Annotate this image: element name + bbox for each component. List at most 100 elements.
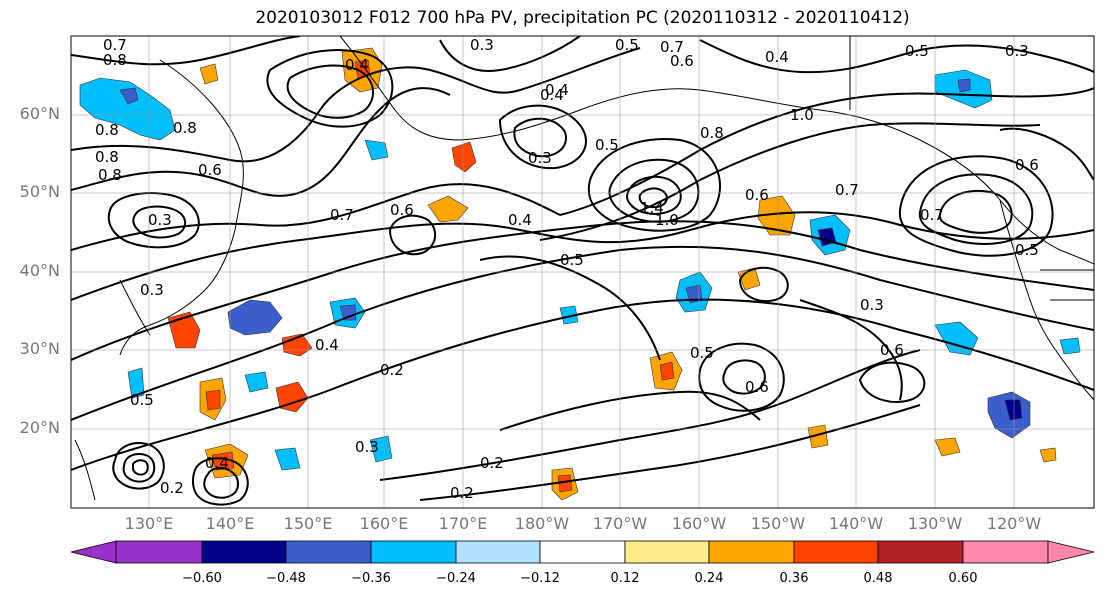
contour-label: 0.8 <box>700 124 724 142</box>
lon-label: 130°W <box>907 514 963 533</box>
colorbar-bin <box>539 540 626 564</box>
coastlines <box>74 36 1094 501</box>
contour-label: 0.7 <box>920 206 944 224</box>
contour-label: 0.6 <box>745 186 769 204</box>
colorbar-tick-label: −0.24 <box>436 571 476 586</box>
colorbar-bin <box>285 540 372 564</box>
contour-label: 0.4 <box>540 86 564 104</box>
precip-blob <box>957 78 971 93</box>
colorbar-bin <box>624 540 710 564</box>
colorbar-bin <box>115 540 203 564</box>
pv-contour <box>559 87 1094 216</box>
contour-label: 0.4 <box>508 211 532 229</box>
colorbar-tick-label: −0.60 <box>182 571 222 586</box>
contour-label: 0.6 <box>198 161 222 179</box>
pv-contour <box>698 342 785 412</box>
colorbar-bin <box>962 540 1049 564</box>
pv-contour <box>638 187 668 209</box>
pv-contour <box>999 127 1094 181</box>
pv-contour <box>799 299 903 401</box>
coastline <box>119 289 206 356</box>
contour-label: 1.0 <box>790 106 814 124</box>
contour-label: 0.3 <box>860 296 884 314</box>
map-plot-area: 0.7 0.8 0.3 0.4 0.7 0.6 0.5 0.3 0.4 0.5 … <box>71 36 1094 508</box>
precip-blob <box>227 299 283 336</box>
colorbar-bin <box>708 540 795 564</box>
precip-blob <box>451 141 477 173</box>
precip-blob <box>659 361 675 381</box>
pv-contour <box>498 104 587 170</box>
contour-label: 0.3 <box>1005 42 1029 60</box>
pv-contour <box>898 155 1054 257</box>
precip-blob <box>199 63 219 85</box>
contour-label: 0.4 <box>205 454 229 472</box>
coastline <box>339 36 1094 265</box>
contour-label: 0.4 <box>545 81 569 99</box>
coastline <box>999 199 1094 401</box>
colorbar-extend-low <box>70 540 117 564</box>
precip-blob <box>807 424 829 449</box>
lon-label: 140°E <box>205 514 255 533</box>
colorbar-tick-label: −0.36 <box>351 571 391 586</box>
contour-label: 0.6 <box>390 201 414 219</box>
pv-contour <box>71 211 1094 301</box>
coastline <box>74 439 96 501</box>
precip-blob <box>1004 399 1023 421</box>
colorbar-tick-label: 0.24 <box>694 571 724 586</box>
plot-title: 2020103012 F012 700 hPa PV, precipitatio… <box>255 8 910 28</box>
precip-blob <box>934 437 961 457</box>
pv-contour <box>286 64 374 119</box>
coastline <box>159 59 244 291</box>
pv-contour <box>388 214 437 256</box>
contour-label: 0.8 <box>95 148 119 166</box>
colorbar-tick-label: 0.36 <box>779 571 809 586</box>
pv-contour <box>71 36 301 66</box>
pv-contour <box>112 442 165 490</box>
pv-contour <box>439 36 581 72</box>
contour-label: 0.3 <box>140 281 164 299</box>
contour-label: 0.7 <box>660 38 684 56</box>
precip-blob <box>205 389 221 411</box>
pv-contour <box>539 122 1041 241</box>
pv-contour <box>608 158 700 223</box>
pv-contour <box>132 459 149 476</box>
contour-label: 0.8 <box>95 121 119 139</box>
lat-label: 50°N <box>19 182 60 201</box>
precip-blob <box>119 87 139 105</box>
lat-label: 20°N <box>19 418 60 437</box>
colorbar <box>70 540 1095 564</box>
precip-blob <box>557 474 573 493</box>
contour-label: 0.7 <box>103 36 127 54</box>
contour-label: 0.5 <box>560 251 584 269</box>
contour-label: 0.3 <box>355 438 379 456</box>
colorbar-bin <box>201 540 287 564</box>
lon-label: 140°W <box>828 514 884 533</box>
contour-label: 0.6 <box>670 52 694 70</box>
lat-label: 30°N <box>19 339 60 358</box>
contour-label: 0.5 <box>595 136 619 154</box>
contour-label: 0.6 <box>745 378 769 396</box>
pv-contour <box>379 349 921 481</box>
contour-label: 0.2 <box>380 361 404 379</box>
colorbar-tick-label: −0.12 <box>520 571 560 586</box>
map-gridlines <box>71 36 1094 508</box>
precip-blob <box>369 435 393 463</box>
precip-blob <box>757 195 796 236</box>
colorbar-extend-high <box>1047 540 1095 564</box>
contour-label: 0.5 <box>1015 241 1039 259</box>
precip-blob <box>127 367 145 399</box>
pv-contour <box>626 175 682 215</box>
contour-label: 0.2 <box>480 454 504 472</box>
lon-label: 130°E <box>124 514 174 533</box>
contour-label: 0.4 <box>345 56 369 74</box>
pv-contour <box>71 47 641 163</box>
pv-contour <box>738 266 789 302</box>
pv-contour <box>499 390 761 431</box>
colorbar-bin <box>370 540 457 564</box>
contour-label: 0.7 <box>835 181 859 199</box>
lon-label: 160°W <box>671 514 727 533</box>
colorbar-bin <box>877 540 964 564</box>
contour-label: 0.5 <box>130 391 154 409</box>
lon-label: 120°W <box>986 514 1042 533</box>
